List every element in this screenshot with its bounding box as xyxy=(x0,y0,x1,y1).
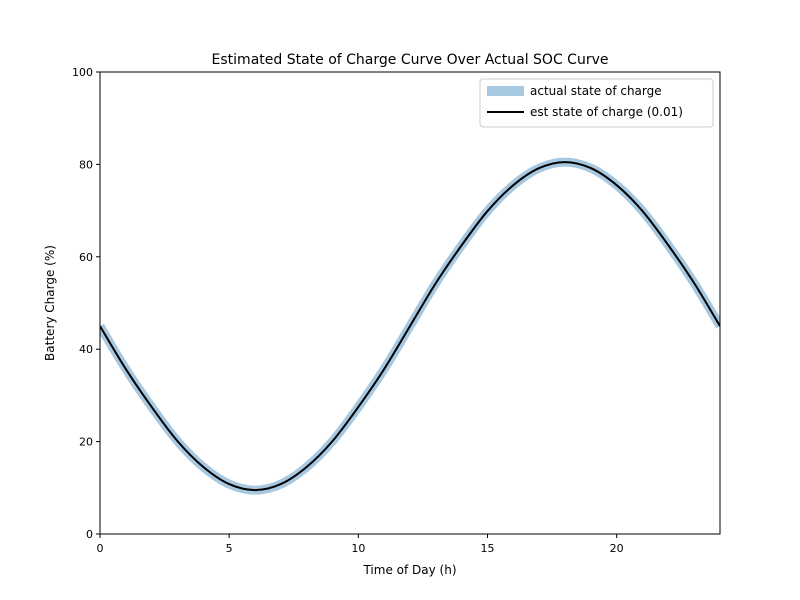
x-tick-label: 15 xyxy=(481,542,495,555)
legend-label-est: est state of charge (0.01) xyxy=(530,105,683,119)
y-axis: 0 20 40 60 80 100 xyxy=(72,66,100,541)
plot-frame xyxy=(99,71,721,535)
x-tick-label: 0 xyxy=(97,542,104,555)
x-tick-label: 10 xyxy=(351,542,365,555)
series-layer xyxy=(100,157,720,495)
x-axis-label: Time of Day (h) xyxy=(362,563,456,577)
y-axis-label: Battery Charge (%) xyxy=(43,245,57,361)
y-tick-label: 0 xyxy=(86,528,93,541)
legend: actual state of charge est state of char… xyxy=(479,78,714,128)
y-tick-label: 20 xyxy=(79,436,93,449)
x-axis: 0 5 10 15 20 xyxy=(97,534,624,555)
legend-label-actual: actual state of charge xyxy=(530,84,662,98)
y-tick-label: 80 xyxy=(79,158,93,171)
series-line-est xyxy=(100,161,720,492)
y-tick-label: 100 xyxy=(72,66,93,79)
y-tick-label: 60 xyxy=(79,251,93,264)
x-tick-label: 5 xyxy=(226,542,233,555)
chart-title: Estimated State of Charge Curve Over Act… xyxy=(212,52,609,68)
y-tick-label: 40 xyxy=(79,343,93,356)
legend-box xyxy=(479,78,714,128)
x-tick-label: 20 xyxy=(610,542,624,555)
